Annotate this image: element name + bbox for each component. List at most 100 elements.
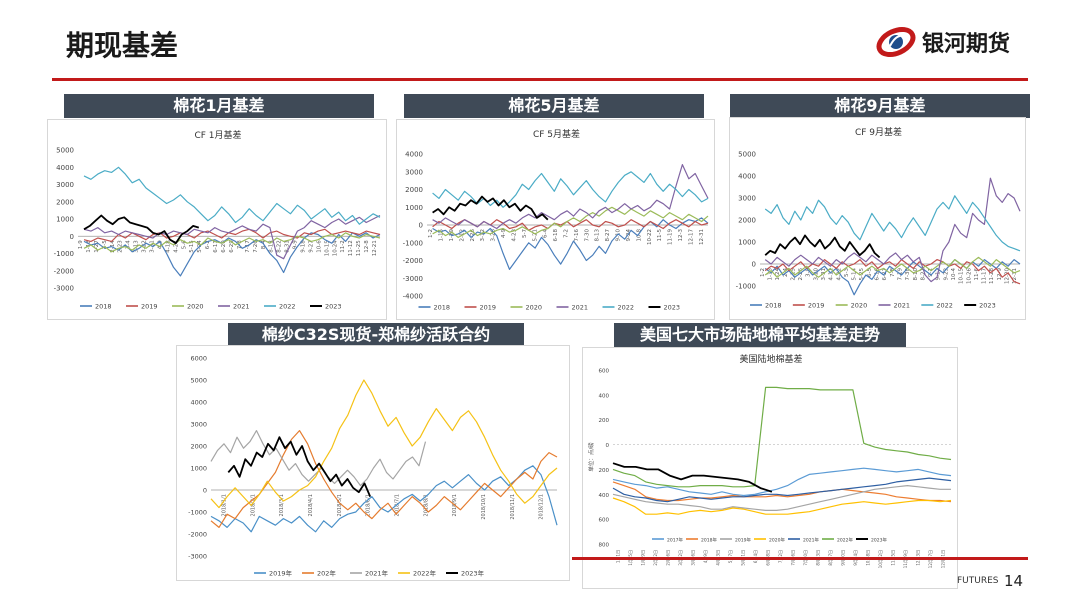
series-line-2018年 xyxy=(612,481,952,503)
x-tick-label: 6月4日 xyxy=(753,550,758,563)
legend-item: 2022年 xyxy=(822,537,853,544)
series-line-2023 xyxy=(83,214,200,245)
chart-yarn-svg: -3000 -2000 -1000 0 1000 2000 3000 4000 5000 6000… xyxy=(188,355,558,578)
x-tick-label: 8-10 xyxy=(913,268,919,281)
x-tick-label: 12-17 xyxy=(688,229,694,245)
series-line-2020年 xyxy=(612,497,952,515)
x-tick-label: 10-15 xyxy=(959,268,965,284)
series-line-2023年 xyxy=(612,462,773,493)
x-tick-label: 9-23 xyxy=(943,268,949,281)
y-tick-label: 0 xyxy=(70,233,74,241)
legend-label: 2021 xyxy=(894,302,911,310)
x-tick-label: 11-19 xyxy=(668,229,674,245)
y-tick-label: 5000 xyxy=(738,151,756,159)
x-tick-label: 2018/8/1 xyxy=(423,494,429,516)
y-tick-label: 600 xyxy=(599,369,610,375)
x-tick-label: 4-23 xyxy=(511,229,517,242)
legend-item: 2021 xyxy=(556,304,588,312)
x-tick-label: 12-31 xyxy=(1012,268,1018,284)
x-tick-label: 5-14 xyxy=(852,268,858,281)
x-tick-label: 3-31 xyxy=(821,268,827,280)
x-tick-label: 3-22 xyxy=(142,240,148,252)
series-line-2023年 xyxy=(227,436,372,497)
x-tick-label: 7-17 xyxy=(245,240,251,253)
chart-cf5-svg: CF 5月基差 -4000 -3000 -2000 -1000 0 1000 2000 3000… xyxy=(403,128,709,312)
x-tick-label: 5-15 xyxy=(189,240,195,253)
x-tick-label: 2018/5/1 xyxy=(337,494,343,516)
x-tick-label: 5-7 xyxy=(522,229,528,238)
y-tick-label: 200 xyxy=(599,418,610,424)
legend-label: 2022 xyxy=(618,304,635,312)
legend-label: 2023年 xyxy=(461,569,485,578)
x-tick-label: 8-27 xyxy=(605,229,611,242)
y-tick-label: 1000 xyxy=(190,465,207,473)
legend-item: 2020年 xyxy=(754,537,785,544)
legend-label: 2019年 xyxy=(269,569,293,578)
legend-label: 2022年 xyxy=(837,537,853,544)
chart-yarn: -3000 -2000 -1000 0 1000 2000 3000 4000 5000 6000… xyxy=(176,345,570,581)
y-tick-label: 3000 xyxy=(56,181,74,189)
x-tick-label: 3-20 xyxy=(813,268,819,281)
x-tick-label: 6-18 xyxy=(553,229,559,242)
x-tick-label: 5-21 xyxy=(532,229,538,241)
x-tick-label: 6-20 xyxy=(221,240,227,253)
y-tick-label: 1000 xyxy=(56,216,74,224)
y-tick-label: -1000 xyxy=(54,250,74,258)
x-tick-label: 2018/12/1 xyxy=(539,494,545,520)
y-tick-label: 0 xyxy=(419,222,423,230)
legend-label: 2019年 xyxy=(735,537,751,544)
chart-title: CF 5月基差 xyxy=(533,128,580,140)
x-tick-label: 11-25 xyxy=(356,240,362,256)
x-tick-label: 5-3 xyxy=(844,268,850,277)
brand-name: 银河期货 xyxy=(922,32,1011,57)
legend-label: 2023 xyxy=(325,303,342,311)
chart-cf9: CF 9月基差 -1000 0 1000 2000 3000 4000 5000 1-2 1-13… xyxy=(729,117,1026,320)
x-tick-label: 2018/2/1 xyxy=(250,494,256,516)
y-tick-label: 3000 xyxy=(738,195,756,203)
y-tick-label: -3000 xyxy=(54,285,74,293)
x-tick-label: 11-6 xyxy=(974,268,980,281)
x-tick-label: 11-5 xyxy=(657,229,663,242)
x-tick-label: 6-16 xyxy=(875,268,881,281)
y-tick-label: 4000 xyxy=(56,164,74,172)
y-tick-label: 2000 xyxy=(190,443,207,451)
x-tick-label: 12-3 xyxy=(678,229,684,242)
y-tick-label: 4000 xyxy=(190,399,207,407)
x-tick-label: 3-4 xyxy=(126,240,132,249)
legend-item: 2022年 xyxy=(398,569,437,578)
legend-item: 2018 xyxy=(418,304,451,312)
footer-divider xyxy=(572,557,1028,560)
legend-item: 2020 xyxy=(510,304,542,312)
legend-label: 2023 xyxy=(979,302,996,310)
y-tick-label: 6000 xyxy=(190,355,207,363)
series-line-2021 xyxy=(83,214,381,260)
x-tick-label: 7-30 xyxy=(584,229,590,242)
x-tick-label: 4-18 xyxy=(165,240,171,253)
series-line-2022年 xyxy=(612,386,952,488)
x-tick-label: 7-2 xyxy=(564,229,570,238)
x-tick-label: 7-8 xyxy=(890,268,896,277)
x-tick-label: 12-8 xyxy=(364,240,370,253)
galaxy-logo-icon xyxy=(876,26,916,58)
x-tick-label: 1-15 xyxy=(439,229,445,242)
x-tick-label: 9-1 xyxy=(928,268,934,277)
x-tick-label: 11-2 xyxy=(340,240,346,252)
legend-label: 2021年 xyxy=(803,537,819,544)
y-tick-label: 5000 xyxy=(56,147,74,155)
legend-item: 2019 xyxy=(126,303,158,311)
legend-item: 2019年 xyxy=(720,537,751,544)
page-number: 14 xyxy=(1004,572,1024,590)
legend-label: 2018 xyxy=(434,304,451,312)
legend-label: 2018 xyxy=(95,303,112,311)
y-tick-label: 800 xyxy=(599,543,610,549)
series-line-2019年 xyxy=(210,465,558,533)
chart-title: CF 9月基差 xyxy=(855,126,902,138)
x-tick-label: 9-24 xyxy=(626,229,632,242)
y-tick-label: 400 xyxy=(599,393,610,399)
series-line-2023 xyxy=(764,234,881,259)
series-line-2019年 xyxy=(612,485,951,511)
legend-label: 2021 xyxy=(233,303,250,311)
legend-item: 2017年 xyxy=(652,537,683,544)
y-tick-label: -3000 xyxy=(403,275,423,283)
legend-label: 2019 xyxy=(480,304,497,312)
